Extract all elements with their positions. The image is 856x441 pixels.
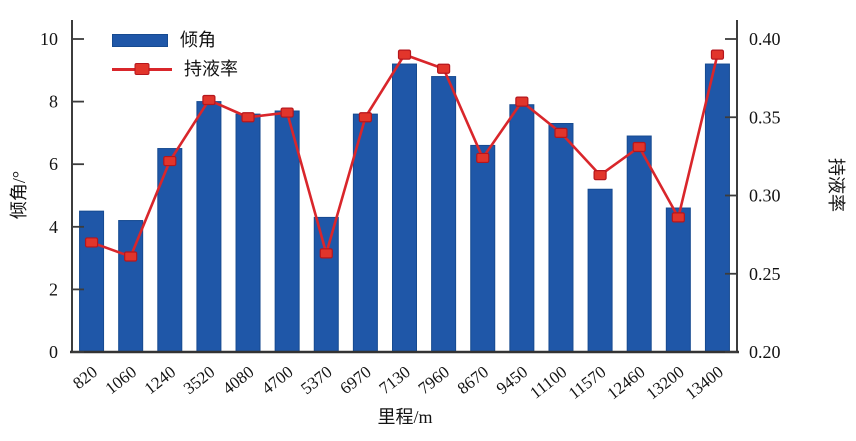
- x-axis-tick-label: 820: [69, 362, 101, 393]
- bar-inclination: [352, 113, 378, 353]
- bar-inclination: [313, 216, 339, 353]
- x-axis-tick-label: 5370: [297, 362, 335, 398]
- bar-inclination: [431, 76, 457, 353]
- holdup-marker: [593, 170, 607, 181]
- left-axis-title: 倾角/°: [9, 170, 29, 220]
- x-axis-tick-label: 13400: [682, 362, 727, 403]
- bar-inclination: [196, 101, 222, 353]
- legend-line-swatch-icon: [112, 63, 172, 75]
- bar-inclination: [587, 188, 613, 353]
- right-axis-tick-label: 0.40: [749, 29, 781, 49]
- x-axis-tick-label: 12460: [603, 362, 648, 403]
- x-axis-tick-label: 4700: [258, 362, 296, 398]
- left-axis-tick-label: 4: [49, 217, 58, 237]
- right-axis-title: 持液率: [826, 158, 846, 212]
- bar-inclination: [470, 144, 496, 353]
- bar-inclination: [392, 63, 417, 353]
- holdup-marker: [437, 63, 451, 74]
- bar-inclination: [509, 104, 535, 353]
- right-axis-tick-label: 0.25: [749, 264, 781, 284]
- holdup-marker: [202, 94, 216, 106]
- x-axis-tick-label: 13200: [643, 362, 688, 403]
- holdup-marker: [163, 155, 177, 167]
- holdup-marker: [319, 248, 333, 259]
- holdup-marker: [358, 112, 372, 123]
- x-axis-tick-label: 6970: [336, 362, 374, 398]
- legend-bar-swatch-icon: [112, 33, 168, 47]
- holdup-marker: [515, 96, 529, 107]
- bar-inclination: [704, 63, 730, 353]
- holdup-marker: [241, 112, 255, 123]
- legend-item-holdup: 持液率: [112, 57, 238, 81]
- x-axis-tick-label: 8670: [454, 362, 492, 398]
- legend-bar-label: 倾角: [180, 30, 216, 50]
- left-axis-tick-label: 10: [40, 29, 58, 49]
- left-axis-tick-label: 8: [49, 92, 58, 112]
- bar-inclination: [626, 135, 652, 353]
- holdup-marker: [632, 141, 646, 153]
- bar-inclination: [79, 210, 105, 353]
- bar-inclination: [548, 123, 574, 353]
- bar-inclination: [665, 207, 691, 353]
- x-axis-tick-label: 9450: [493, 362, 531, 398]
- x-axis-tick-label: 7130: [375, 362, 413, 398]
- left-axis-tick-label: 6: [49, 154, 58, 174]
- left-axis-tick-label: 2: [49, 279, 58, 299]
- x-axis-tick-label: 11570: [565, 362, 610, 403]
- holdup-marker: [710, 49, 725, 60]
- legend: 倾角 持液率: [112, 28, 238, 81]
- right-axis-tick-label: 0.20: [749, 342, 781, 362]
- holdup-marker: [84, 237, 99, 248]
- x-axis-tick-label: 7960: [415, 362, 453, 398]
- left-axis-tick-label: 0: [49, 342, 58, 362]
- holdup-marker: [554, 127, 568, 138]
- x-axis-tick-label: 4080: [219, 362, 257, 398]
- bar-inclination: [274, 110, 300, 353]
- x-axis-tick-label: 11100: [526, 362, 570, 402]
- holdup-marker: [397, 49, 412, 60]
- right-axis-tick-label: 0.35: [749, 107, 781, 127]
- x-axis-tick-label: 1060: [102, 362, 140, 398]
- bar-inclination: [118, 220, 144, 353]
- x-axis-tick-label: 3520: [180, 362, 218, 398]
- x-axis-tick-label: 1240: [141, 362, 179, 398]
- right-axis-tick-label: 0.30: [749, 186, 781, 206]
- legend-line-label: 持液率: [184, 59, 238, 79]
- x-axis-title: 里程/m: [377, 407, 433, 427]
- holdup-marker: [124, 251, 138, 262]
- holdup-marker: [476, 152, 490, 164]
- bar-inclination: [235, 113, 261, 353]
- holdup-marker: [280, 107, 294, 118]
- legend-item-inclination: 倾角: [112, 28, 238, 52]
- holdup-marker: [671, 212, 685, 223]
